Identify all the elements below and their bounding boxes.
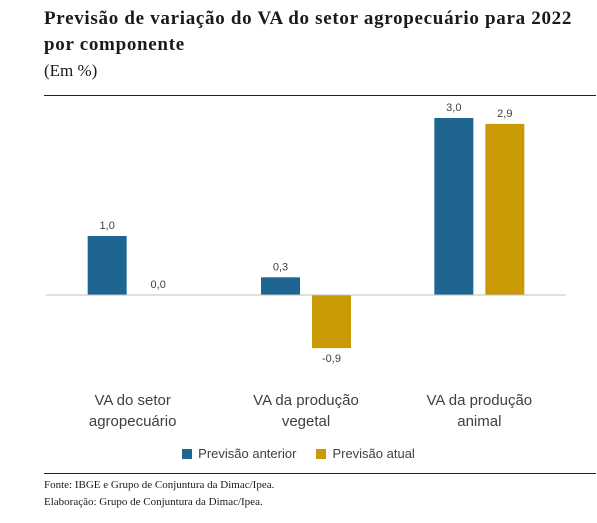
category-label-2-line-1: VA da produção xyxy=(253,392,359,409)
category-label-3-line-1: VA da produção xyxy=(427,392,533,409)
data-label-previsao-atual-3: 2,9 xyxy=(497,108,512,120)
legend-label-previsao-anterior: Previsão anterior xyxy=(198,446,297,461)
data-label-previsao-anterior-3: 3,0 xyxy=(446,102,461,114)
legend-item-previsao-atual: Previsão atual xyxy=(316,446,415,461)
chart-subtitle: (Em %) xyxy=(44,61,98,80)
chart-title: Previsão de variação do VA do setor agro… xyxy=(44,8,573,55)
bottom-divider xyxy=(44,473,596,474)
legend-item-previsao-anterior: Previsão anterior xyxy=(182,446,296,461)
category-label-1-line-1: VA do setor xyxy=(94,392,170,409)
bar-previsao-atual-3 xyxy=(485,123,525,296)
bar-chart: 1,0 0,0 VA do setor agropecuário 0,3 -0,9 VA d… xyxy=(46,102,566,430)
chart-legend: Previsão anterior Previsão atual xyxy=(0,446,597,461)
legend-swatch-previsao-atual xyxy=(316,448,327,459)
legend-label-previsao-atual: Previsão atual xyxy=(332,446,415,461)
data-label-previsao-atual-2: -0,9 xyxy=(322,353,341,365)
data-label-previsao-anterior-2: 0,3 xyxy=(273,261,288,273)
category-label-2-line-2: vegetal xyxy=(282,413,330,430)
bar-previsao-anterior-2 xyxy=(261,277,300,295)
source-note: Fonte: IBGE e Grupo de Conjuntura da Dim… xyxy=(44,479,275,491)
bar-previsao-anterior-3 xyxy=(434,118,474,295)
data-label-previsao-atual-1: 0,0 xyxy=(151,279,166,291)
credit-note: Elaboração: Grupo de Conjuntura da Dimac… xyxy=(44,496,263,508)
category-label-1-line-2: agropecuário xyxy=(89,413,177,430)
top-divider xyxy=(44,95,596,96)
bar-previsao-atual-2 xyxy=(312,295,351,349)
data-label-previsao-anterior-1: 1,0 xyxy=(100,220,115,232)
bar-previsao-anterior-1 xyxy=(87,236,127,295)
legend-swatch-previsao-anterior xyxy=(182,448,193,459)
category-label-3-line-2: animal xyxy=(457,413,501,430)
